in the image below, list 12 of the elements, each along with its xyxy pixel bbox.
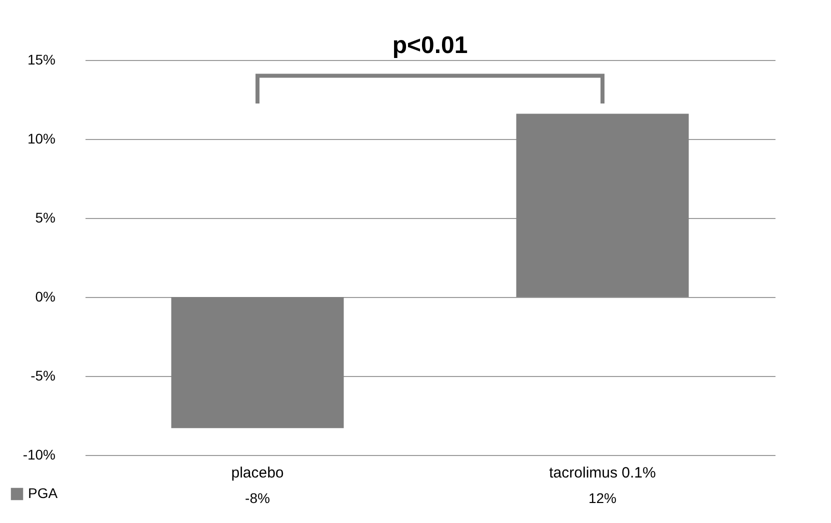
x-tick-label: placebo [231, 464, 284, 482]
y-tick-label: 15% [27, 52, 56, 68]
legend-label: PGA [28, 485, 58, 501]
text: -8% [245, 490, 270, 506]
text: p<0.01 [392, 32, 468, 59]
y-tick-label: 0% [35, 288, 56, 304]
y-tick-label: -5% [30, 368, 56, 384]
y-tick-label: -10% [22, 446, 56, 462]
x-tick-label: tacrolimus 0.1% [549, 464, 656, 482]
y-tick-label: 5% [35, 210, 56, 226]
y-tick-label: 10% [27, 130, 56, 146]
text: 12% [588, 490, 617, 506]
